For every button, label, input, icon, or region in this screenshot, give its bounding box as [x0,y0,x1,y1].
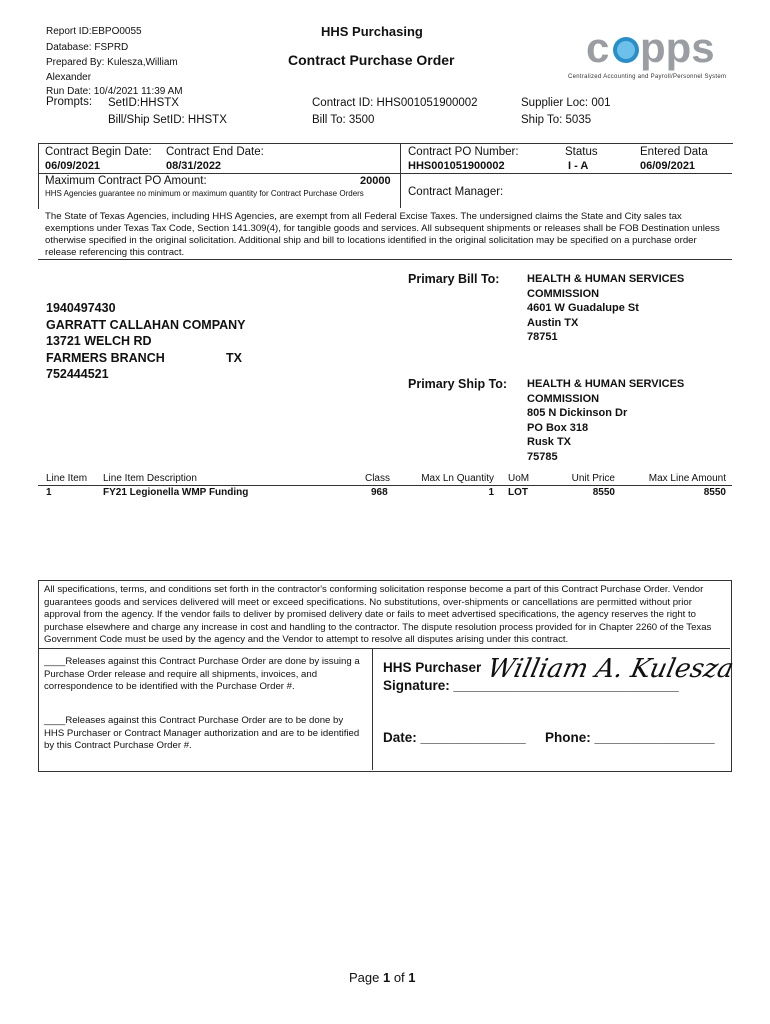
page-title: Contract Purchase Order [288,52,455,68]
prompt-contract-id: Contract ID: HHS001051900002 [312,97,478,109]
po-number: HHS001051900002 [408,160,505,172]
bill-to-address: HEALTH & HUMAN SERVICES COMMISSION 4601 W … [527,272,684,345]
col-header: Max Line Amount [648,473,726,484]
contract-box [38,143,733,209]
release-option-2: ____Releases against this Contract Purch… [44,715,360,751]
cell-description: FY21 Legionella WMP Funding [103,487,249,498]
vendor-state: TX [226,350,242,365]
col-header: Max Ln Quantity [421,473,494,484]
address-line: Rusk TX [527,436,572,448]
vendor-zip: 752444521 [46,367,109,381]
status-value: I - A [568,160,589,172]
address-line: HEALTH & HUMAN SERVICES [527,378,685,390]
begin-date: 06/09/2021 [45,160,101,172]
run-date: Run Date: 10/4/2021 11:39 AM [46,86,183,97]
ship-to-label: Primary Ship To: [408,377,508,391]
po-number-label: Contract PO Number: [408,146,519,158]
address-line: COMMISSION [527,392,600,405]
page-of: of [390,970,409,985]
svg-text:Centralized Accounting and Pay: Centralized Accounting and Payroll/Perso… [568,74,726,80]
prompt-ship-to: Ship To: 5035 [521,114,592,126]
signature-label: HHS Purchaser [383,660,482,675]
phone-field[interactable]: Phone: ________________ [545,730,715,745]
report-id: Report ID:EBPO0055 [46,26,142,37]
cell-line: 1 [46,487,52,498]
divider [400,143,401,208]
database: Database: FSPRD [46,42,129,53]
max-amount: 20000 [360,175,391,187]
prepared-by-cont: Alexander [46,72,92,83]
prompt-billship-setid: Bill/Ship SetID: HHSTX [108,114,227,126]
vendor-id: 1940497430 [46,301,116,315]
handwritten-signature: William A. Kulesza [484,654,737,684]
divider [38,485,732,486]
org-name: HHS Purchasing [321,24,423,39]
address-line: 4601 W Guadalupe St [527,302,639,314]
prompt-supplier-loc: Supplier Loc: 001 [521,97,611,109]
contract-manager-label: Contract Manager: [408,186,504,198]
vendor-address: 1940497430 GARRATT CALLAHAN COMPANY 1372… [46,300,246,383]
cell-amount: 8550 [703,487,726,498]
address-line: PO Box 318 [527,421,589,434]
prompt-setid: SetID:HHSTX [108,97,179,109]
cell-unit-price: 8550 [592,487,615,498]
cell-class: 968 [371,487,388,498]
cell-uom: LOT [508,487,528,498]
begin-date-label: Contract Begin Date: [45,146,152,158]
prepared-by: Prepared By: Kulesza,William [46,57,178,68]
end-date-label: Contract End Date: [166,146,264,158]
ship-to-address: HEALTH & HUMAN SERVICES COMMISSION 805 N D… [527,377,684,464]
status-label: Status [565,146,598,158]
address-line: 75785 [527,450,558,463]
total-pages: 1 [408,970,416,985]
address-line: 805 N Dickinson Dr [527,407,628,419]
tax-notice: The State of Texas Agencies, including H… [45,211,720,258]
current-page: 1 [382,970,391,985]
divider [38,259,732,260]
page-prefix: Page [349,970,383,985]
col-header: Unit Price [571,473,615,484]
page-number: Page 1 of 1 [349,970,416,985]
svg-text:pps: pps [640,24,715,71]
release-option-1: ____Releases against this Contract Purch… [44,656,360,692]
divider [38,648,730,649]
prompt-bill-to: Bill To: 3500 [312,114,375,126]
col-header: Line Item Description [103,473,197,484]
terms-box [38,580,732,772]
col-header: Class [364,473,390,484]
prompts-label: Prompts: [46,96,93,108]
vendor-street: 13721 WELCH RD [46,334,152,348]
address-line: COMMISSION [527,287,600,300]
address-line: HEALTH & HUMAN SERVICES [527,273,685,285]
divider [372,648,373,770]
entered-date: 06/09/2021 [640,160,696,172]
address-line: 78751 [527,331,558,343]
bill-to-label: Primary Bill To: [408,272,500,286]
max-amount-label: Maximum Contract PO Amount: [45,175,207,187]
svg-text:c: c [586,24,609,71]
divider [38,173,732,174]
terms-text: All specifications, terms, and condition… [44,584,712,645]
col-header: Line Item [46,473,88,484]
vendor-city: FARMERS BRANCH [46,350,165,365]
capps-logo: c pps Centralized Accounting and Payroll… [568,24,728,80]
address-line: Austin TX [527,316,579,329]
signature-line: Signature: _____________________________… [383,678,679,693]
guarantee-note: HHS Agencies guarantee no minimum or max… [45,189,364,198]
vendor-name: GARRATT CALLAHAN COMPANY [46,317,246,332]
col-header: UoM [508,473,530,484]
end-date: 08/31/2022 [166,160,222,172]
entered-label: Entered Data [640,146,708,158]
date-field[interactable]: Date: ______________ [383,730,526,745]
cell-quantity: 1 [488,487,494,498]
